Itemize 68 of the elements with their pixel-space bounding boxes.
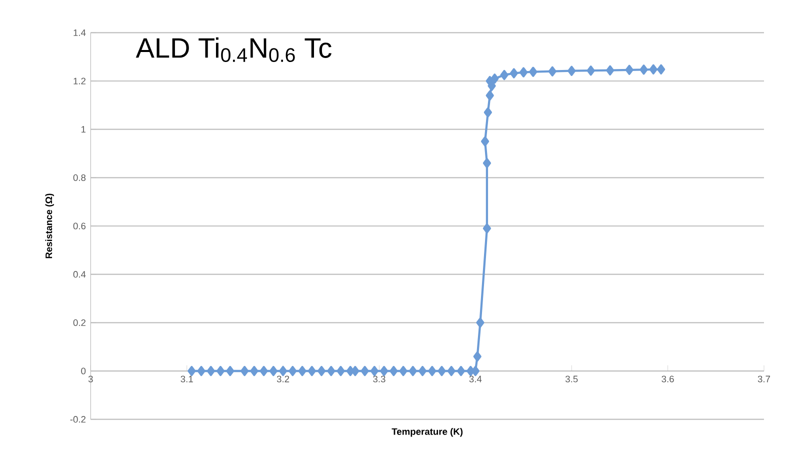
point — [519, 67, 528, 78]
x-tick-label: 3 — [88, 376, 93, 382]
point — [428, 366, 436, 376]
point — [473, 351, 482, 362]
point — [482, 158, 492, 168]
point — [438, 366, 446, 376]
y-tick-label: 1.2 — [74, 78, 86, 84]
point — [298, 366, 306, 376]
point — [640, 64, 648, 75]
point — [351, 366, 360, 376]
y-tick-label: 0.2 — [73, 319, 86, 326]
point — [408, 366, 417, 376]
point — [327, 366, 336, 376]
point — [500, 70, 508, 80]
point — [625, 64, 634, 75]
y-tick-label: 1 — [81, 126, 86, 133]
x-tick-label: 3.7 — [758, 376, 770, 382]
point — [476, 318, 484, 328]
x-tick-label: 3.1 — [180, 376, 193, 382]
point — [197, 366, 206, 376]
y-tick-label: 0.8 — [73, 174, 86, 181]
x-tick-label: 3.6 — [662, 376, 674, 382]
point — [370, 366, 379, 376]
x-tick-label: 3.5 — [565, 376, 578, 382]
point — [548, 66, 556, 76]
y-tick-label: 0.6 — [73, 222, 86, 230]
point — [278, 366, 288, 376]
point — [390, 366, 398, 376]
point — [250, 366, 258, 376]
y-tick-label: 1.4 — [74, 29, 86, 36]
point — [568, 66, 576, 76]
point — [529, 66, 538, 77]
point — [418, 366, 427, 376]
point — [269, 366, 278, 376]
point — [288, 366, 297, 376]
x-tick-label: 3.4 — [469, 376, 482, 382]
point — [482, 223, 492, 234]
y-tick-label: 0 — [81, 368, 86, 374]
point — [260, 366, 268, 376]
point — [657, 64, 666, 74]
point — [486, 90, 494, 101]
point — [380, 366, 388, 376]
point — [360, 366, 369, 376]
x-axis-title: Temperature (K) — [392, 428, 463, 437]
point — [308, 366, 316, 376]
point — [188, 366, 196, 376]
point — [240, 366, 249, 376]
point — [510, 68, 518, 78]
point — [490, 74, 499, 84]
point — [606, 65, 614, 76]
point — [317, 366, 326, 376]
x-tick-label: 3.2 — [276, 376, 290, 382]
point — [484, 107, 492, 118]
y-tick-label: -0.2 — [70, 416, 86, 423]
point — [336, 366, 345, 376]
y-axis-title: Resistance (Ω) — [45, 194, 54, 258]
point — [447, 366, 456, 376]
point — [456, 366, 466, 376]
x-tick-label: 3.3 — [373, 376, 386, 382]
point — [226, 366, 234, 376]
point — [216, 366, 225, 376]
point — [206, 366, 215, 376]
chart-title: ALD Ti$_{0.4}$N$_{0.6}$ Tc — [136, 37, 332, 62]
point — [480, 136, 490, 146]
point — [586, 66, 595, 76]
point — [399, 366, 408, 376]
point — [649, 64, 658, 74]
y-tick-label: 0.4 — [73, 271, 86, 278]
